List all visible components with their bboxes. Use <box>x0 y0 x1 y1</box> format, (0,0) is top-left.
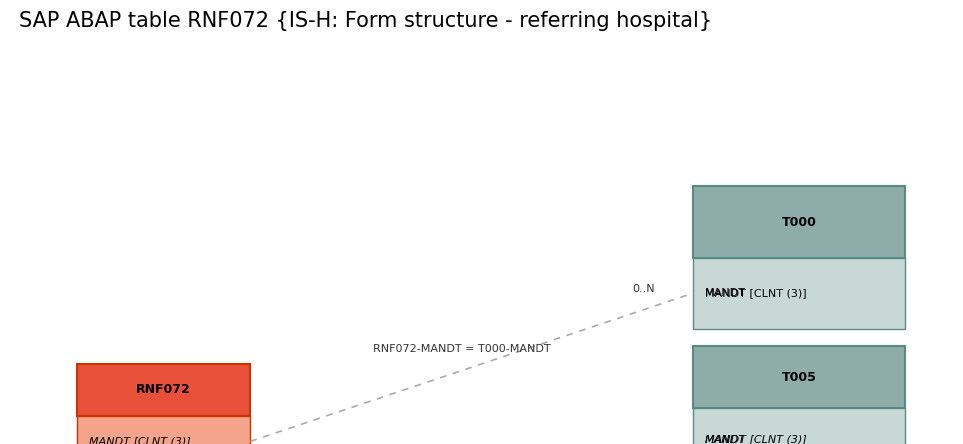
FancyBboxPatch shape <box>77 364 250 416</box>
Text: T005: T005 <box>782 371 817 384</box>
FancyBboxPatch shape <box>693 258 905 329</box>
FancyBboxPatch shape <box>693 186 905 258</box>
Text: RNF072: RNF072 <box>137 383 191 396</box>
Text: MANDT: MANDT <box>705 435 746 444</box>
FancyBboxPatch shape <box>693 408 905 444</box>
Text: MANDT [CLNT (3)]: MANDT [CLNT (3)] <box>705 435 807 444</box>
Text: MANDT [CLNT (3)]: MANDT [CLNT (3)] <box>89 436 191 444</box>
Text: 0..N: 0..N <box>633 284 655 293</box>
Text: RNF072-MANDT = T000-MANDT: RNF072-MANDT = T000-MANDT <box>374 345 551 354</box>
Text: T000: T000 <box>782 215 817 229</box>
FancyBboxPatch shape <box>77 416 250 444</box>
Text: SAP ABAP table RNF072 {IS-H: Form structure - referring hospital}: SAP ABAP table RNF072 {IS-H: Form struct… <box>19 11 713 31</box>
FancyBboxPatch shape <box>693 346 905 408</box>
Text: MANDT [CLNT (3)]: MANDT [CLNT (3)] <box>705 288 807 298</box>
Text: MANDT: MANDT <box>705 288 745 298</box>
